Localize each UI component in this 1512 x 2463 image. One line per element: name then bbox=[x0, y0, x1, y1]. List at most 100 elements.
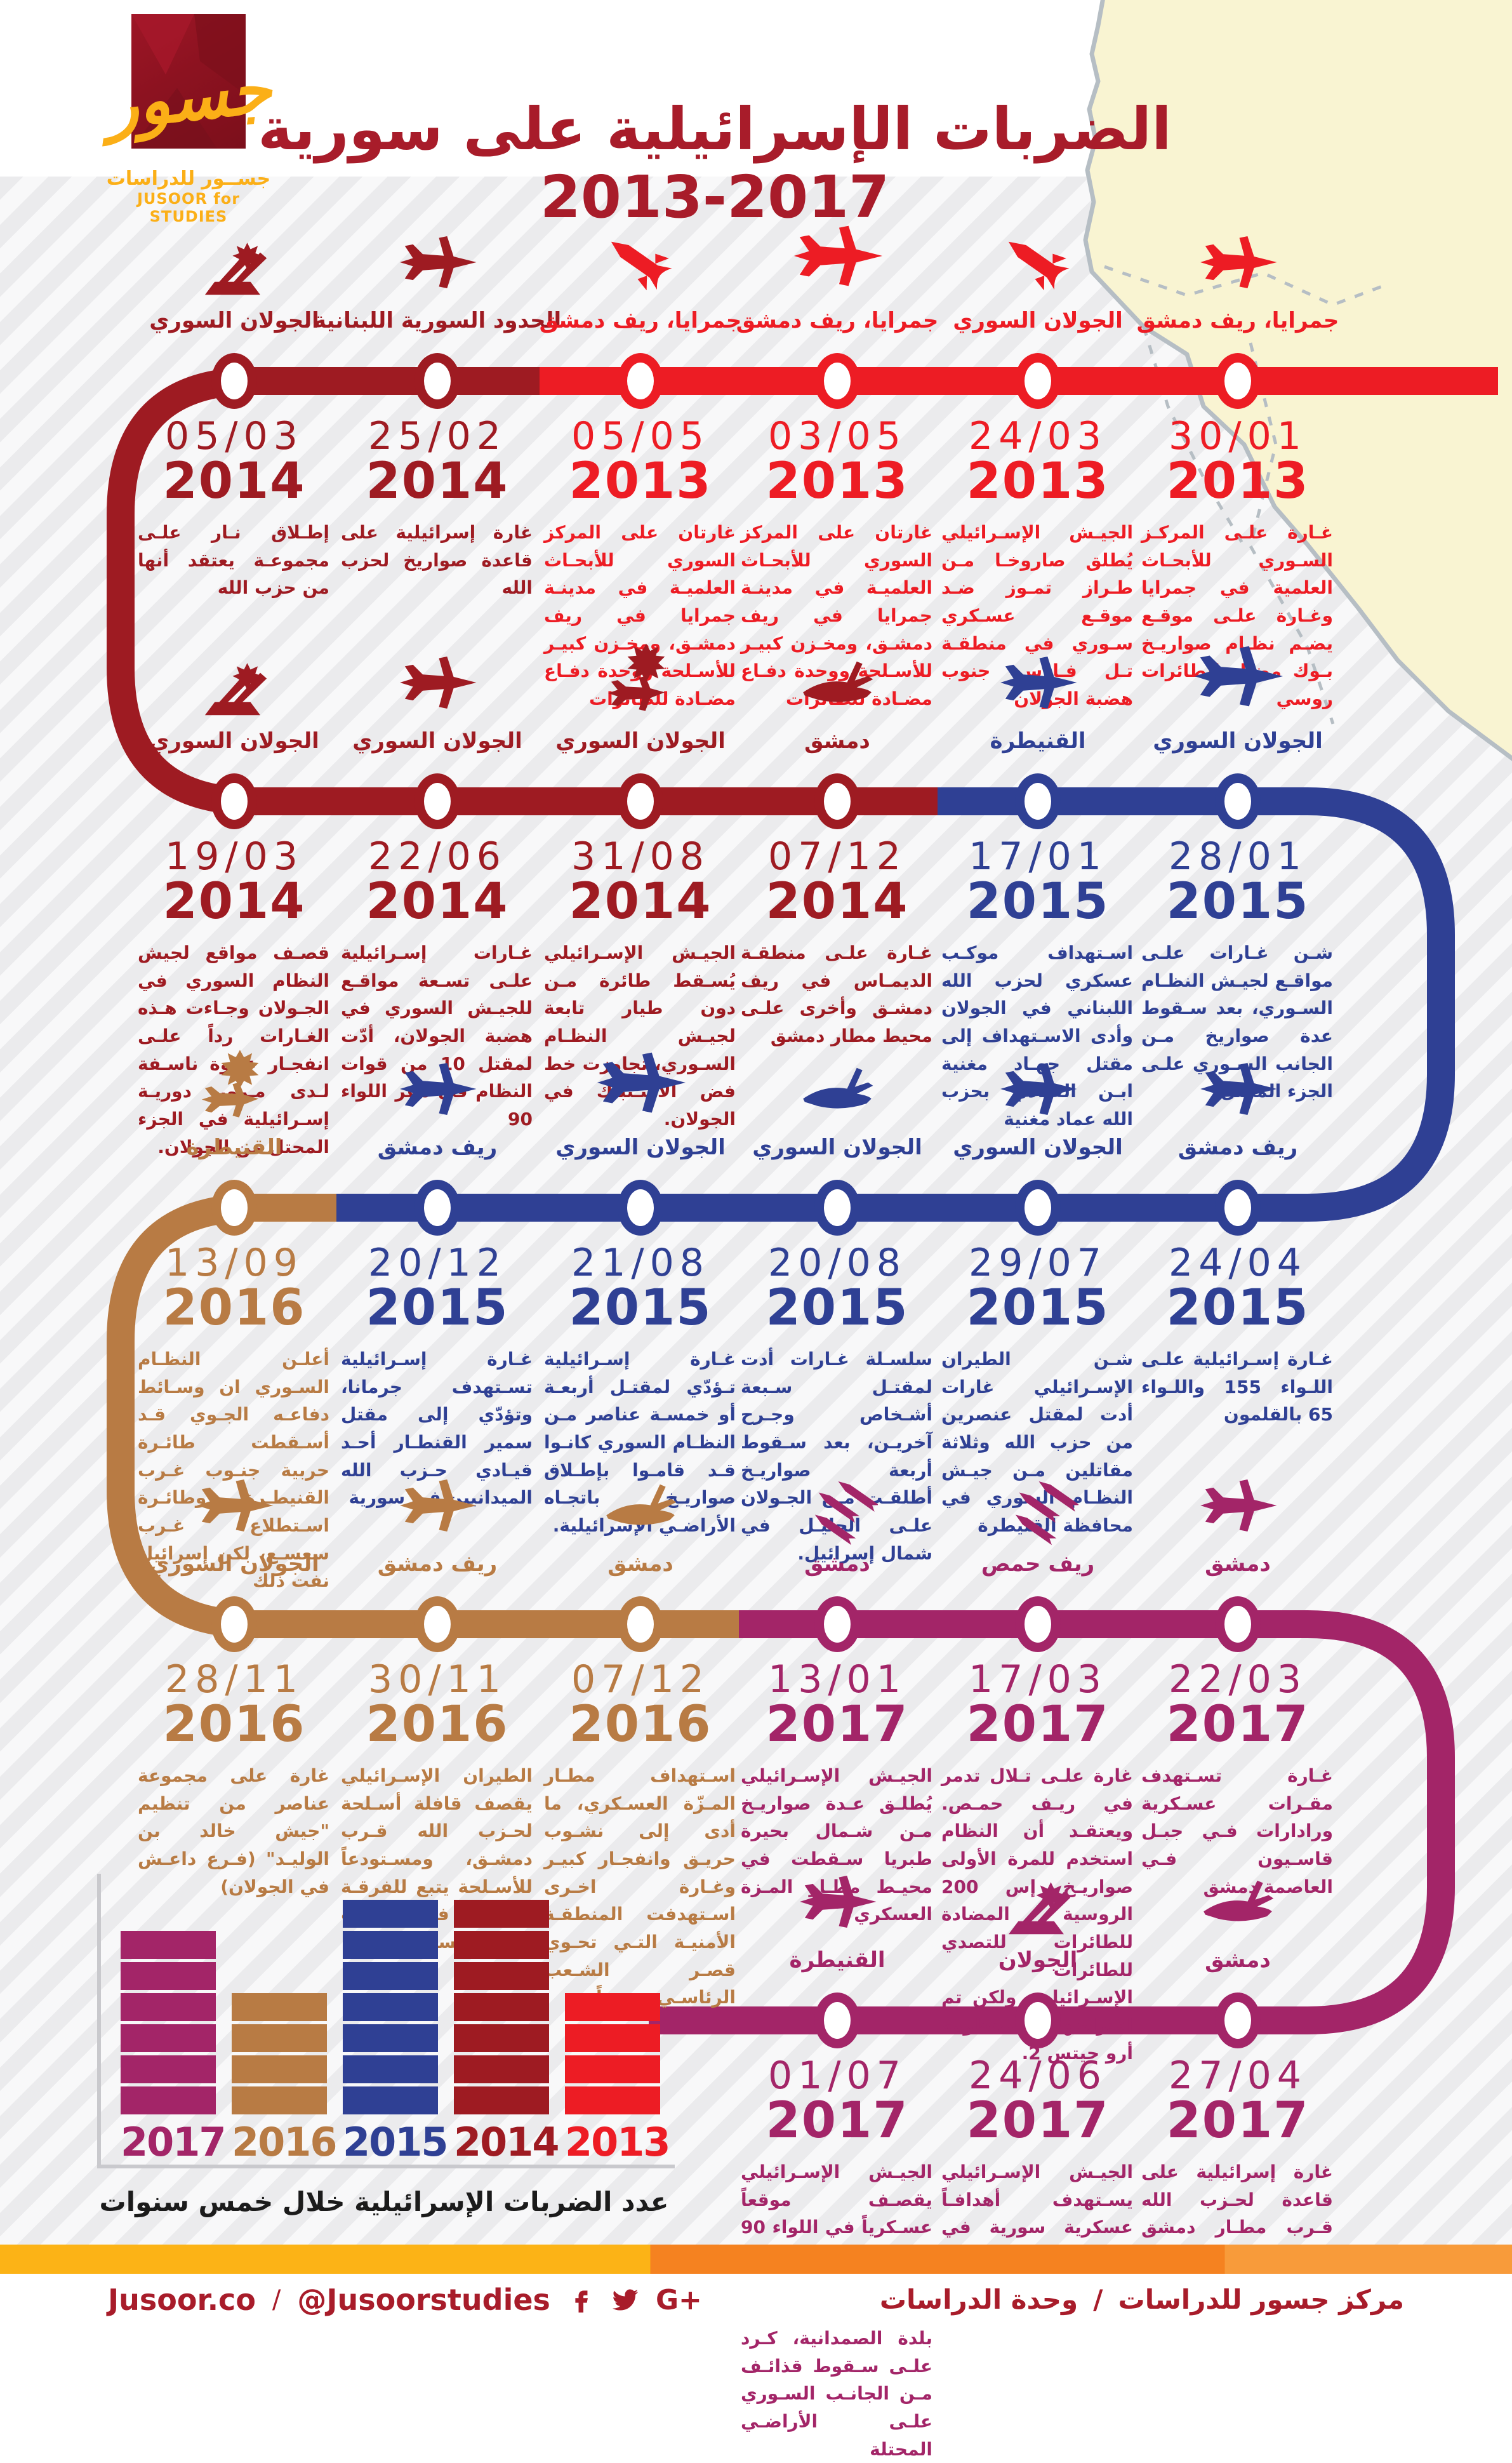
timeline-segment-2017 bbox=[649, 1610, 1455, 2034]
timeline-node bbox=[814, 353, 860, 409]
bar-segment bbox=[343, 2055, 438, 2083]
event-location-label: ريف دمشق bbox=[1177, 1135, 1298, 1160]
jet-large-icon bbox=[1136, 633, 1339, 723]
event-year: 2016 bbox=[366, 1696, 509, 1753]
triple-missile-icon bbox=[736, 1456, 939, 1546]
bar-segment bbox=[121, 1931, 216, 1959]
bar-segment bbox=[343, 1931, 438, 1959]
timeline-segment-2016 bbox=[107, 1194, 739, 1638]
event-date: 28/11 2016 bbox=[133, 1660, 336, 1749]
event-day-month: 20/12 bbox=[368, 1241, 507, 1285]
bomb-icon bbox=[539, 213, 742, 303]
event-day-month: 30/01 bbox=[1169, 414, 1307, 458]
event-location-label: القنيطرة bbox=[990, 728, 1086, 754]
footer-social: Jusoor.co / @Jusoorstudies G+ bbox=[108, 2283, 702, 2317]
event-year: 2014 bbox=[162, 453, 306, 510]
timeline-event: الجولان السوري 22/06 2014 غـارات إسـرائيلية… bbox=[336, 633, 539, 1130]
event-date: 13/09 2016 bbox=[133, 1244, 336, 1333]
event-description: غـارات إسـرائيلية علـى تسـعة مواقـع للجي… bbox=[341, 942, 533, 1130]
event-description: غـارة علـى المركـز السـوري للأبحـاث العل… bbox=[1141, 522, 1333, 710]
bar-year-label: 2014 bbox=[454, 2119, 560, 2165]
google-plus-icon: G+ bbox=[655, 2283, 702, 2316]
footer-accent-band bbox=[0, 2245, 1512, 2274]
timeline-node bbox=[1015, 1596, 1061, 1652]
event-location-label: الجولان السوري bbox=[752, 1135, 922, 1160]
event-location-label: جمرايا، ريف دمشق bbox=[539, 308, 742, 333]
timeline-event: القنيطرة 17/01 2015 اسـتهداف موكـب عسكري لح… bbox=[936, 633, 1139, 1130]
event-location-label: الجولان السوري bbox=[149, 728, 319, 754]
timeline-event: ريف دمشق 20/12 2015 غـارة إسـرائيلية تسـتهد… bbox=[336, 1039, 539, 1508]
footer-site-url: Jusoor.co bbox=[108, 2283, 256, 2317]
jet-icon bbox=[336, 1039, 539, 1130]
logo-facets bbox=[131, 14, 246, 149]
bar-2016 bbox=[232, 1993, 327, 2114]
event-date: 05/05 2013 bbox=[539, 417, 742, 506]
event-day-month: 29/07 bbox=[969, 1241, 1107, 1285]
event-year: 2017 bbox=[766, 1696, 909, 1753]
logo-name-english: JUSOOR for STUDIES bbox=[136, 190, 241, 225]
timeline-event: الجولان السوري 31/08 2014 الجيـش الإسـرائيل… bbox=[539, 633, 742, 1130]
event-day-month: 25/02 bbox=[368, 414, 507, 458]
event-day-month: 31/08 bbox=[571, 834, 710, 879]
timeline-event: دمشق 22/03 2017 غـارة تسـتهدف مقـرات عسـكري… bbox=[1136, 1456, 1339, 1919]
event-location-label: القنيطرة bbox=[789, 1947, 885, 1973]
map-province-border bbox=[1142, 326, 1246, 547]
timeline-node bbox=[1015, 1992, 1061, 2048]
bar-segment bbox=[454, 1900, 549, 1928]
footer-org-name: مركز جسور للدراسات bbox=[1118, 2284, 1404, 2315]
event-date: 24/03 2013 bbox=[936, 417, 1139, 506]
timeline-segment-2015 bbox=[336, 787, 1455, 1222]
event-date: 17/01 2015 bbox=[936, 838, 1139, 926]
event-description: شـن غـارات علـى مواقـع لجيـش النظـام الس… bbox=[1141, 942, 1333, 1102]
event-description: أعلـن النظـام السـوري ان وسـائط دفاعـه ا… bbox=[138, 1349, 329, 1592]
timeline-node bbox=[814, 1596, 860, 1652]
timeline-event: دمشق 27/04 2017 غارة إسرائيلية على قاعدة لح… bbox=[1136, 1852, 1339, 2316]
jet-icon bbox=[133, 1456, 336, 1546]
event-location-label: دمشق bbox=[1205, 1551, 1271, 1577]
event-year: 2016 bbox=[162, 1696, 306, 1753]
event-date: 30/11 2016 bbox=[336, 1660, 539, 1749]
event-year: 2015 bbox=[366, 1279, 509, 1337]
strikes-bar-chart: 2017 2016 2015 2014 2013 عدد الضربات الإسرائ… bbox=[73, 1870, 682, 2226]
event-description: غـارة إسـرائيلية علـى اللـواء 155 واللـو… bbox=[1141, 1349, 1334, 1425]
bar-segment bbox=[343, 1900, 438, 1928]
event-date: 17/03 2017 bbox=[936, 1660, 1139, 1749]
jet-icon bbox=[1136, 1039, 1339, 1130]
event-day-month: 22/03 bbox=[1169, 1657, 1307, 1702]
event-year: 2015 bbox=[766, 1279, 909, 1337]
event-date: 03/05 2013 bbox=[736, 417, 939, 506]
event-description: الجيـش الإسـرائيلي يُطلق صاروخـا مـن طـر… bbox=[941, 522, 1133, 710]
burst-jet-icon bbox=[133, 1039, 336, 1130]
event-description: غـارة تسـتهدف مقـرات عسـكرية ورادارات فـ… bbox=[1141, 1765, 1333, 1897]
event-day-month: 05/05 bbox=[571, 414, 710, 458]
timeline-node bbox=[618, 773, 663, 829]
event-year: 2017 bbox=[1166, 1696, 1310, 1753]
timeline-node bbox=[618, 1596, 663, 1652]
map-province-border bbox=[1104, 265, 1384, 307]
event-description: غـارة إسـرائيلية تسـتهدف جرمانا، وتؤدّي … bbox=[341, 1349, 533, 1509]
timeline-event: الجولان السوري 29/07 2015 شـن الطيران الإسـ… bbox=[936, 1039, 1139, 1536]
event-description: غارة على مجموعة عناصر من تنظيم "جيش خالد… bbox=[138, 1765, 329, 1897]
timeline-event: دمشق 13/01 2017 الجيـش الإسـرائيلي يُطلـق ع… bbox=[736, 1456, 939, 1925]
event-location-label: الجولان bbox=[998, 1947, 1078, 1973]
timeline-event: الجولان السوري 21/08 2015 غـارة إسـرائيلية … bbox=[539, 1039, 742, 1536]
event-day-month: 21/08 bbox=[571, 1241, 710, 1285]
timeline-event: الحدود السورية اللبنانية 25/02 2014 غارة إس… bbox=[314, 213, 561, 676]
timeline-node bbox=[618, 353, 663, 409]
event-location-label: دمشق bbox=[1205, 1947, 1271, 1973]
timeline-node bbox=[414, 1596, 460, 1652]
cargo-plane-icon bbox=[539, 1456, 742, 1546]
event-description: غارتان على المركز السوري للأبحـاث العلمي… bbox=[741, 522, 932, 710]
twitter-icon bbox=[612, 2289, 639, 2311]
event-day-month: 13/01 bbox=[768, 1657, 906, 1702]
timeline-event: الجولان السوري 24/03 2013 الجيـش الإسـرائيل… bbox=[936, 213, 1139, 709]
jet-icon bbox=[1136, 1456, 1339, 1546]
jet-large-icon bbox=[539, 1039, 742, 1130]
bar-segment bbox=[454, 1993, 549, 2021]
footer-unit-name: وحدة الدراسات bbox=[879, 2284, 1078, 2315]
event-date: 20/12 2015 bbox=[336, 1244, 539, 1333]
event-year: 2017 bbox=[766, 2092, 909, 2149]
event-location-label: ريف دمشق bbox=[377, 1135, 498, 1160]
event-location-label: الجولان السوري bbox=[1153, 728, 1323, 754]
chart-caption: عدد الضربات الإسرائيلية خلال خمس سنوات bbox=[99, 2186, 669, 2217]
